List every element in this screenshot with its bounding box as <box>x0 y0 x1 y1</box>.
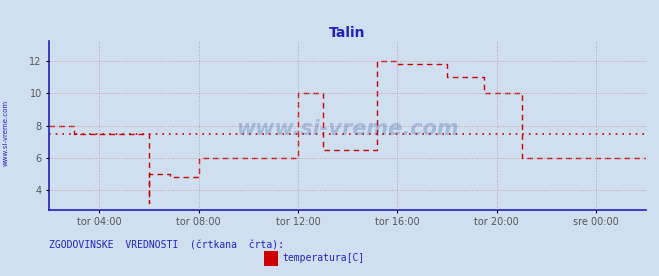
Text: www.si-vreme.com: www.si-vreme.com <box>237 119 459 139</box>
Text: ZGODOVINSKE  VREDNOSTI  (črtkana  črta):: ZGODOVINSKE VREDNOSTI (črtkana črta): <box>49 241 285 251</box>
Title: Talin: Talin <box>330 26 366 40</box>
Text: temperatura[C]: temperatura[C] <box>282 253 364 263</box>
Text: www.si-vreme.com: www.si-vreme.com <box>2 99 9 166</box>
